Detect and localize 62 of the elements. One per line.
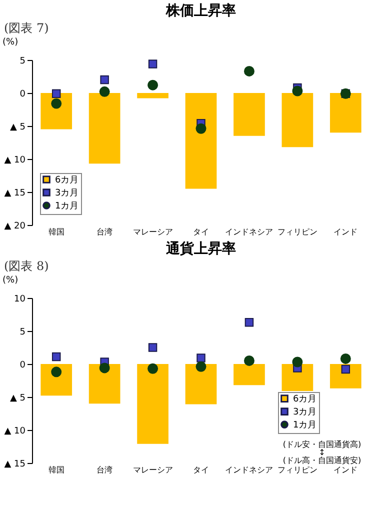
x-tick-label: インドネシア <box>225 466 274 474</box>
y-tick-label: ▲ 5 <box>10 122 26 132</box>
x-tick-label: タイ <box>193 466 209 474</box>
point <box>292 356 303 368</box>
y-axis-title: (%) <box>2 276 18 286</box>
y-tick-label: ▲ 10 <box>4 156 26 166</box>
y-tick-label: 0 <box>20 90 26 100</box>
x-tick-label: フィリピン <box>277 228 318 236</box>
point <box>196 361 206 372</box>
point <box>340 353 351 364</box>
point <box>148 60 158 68</box>
chart-title: 株価上昇率 <box>165 2 236 19</box>
point <box>148 343 158 352</box>
point <box>52 352 61 362</box>
y-tick-label: 10 <box>14 294 26 304</box>
point <box>99 362 110 374</box>
legend-label: 1カ月 <box>293 420 317 431</box>
point <box>148 80 158 90</box>
x-tick-label: インドネシア <box>225 228 274 236</box>
point <box>100 75 109 84</box>
point <box>196 354 206 362</box>
y-tick-label: 0 <box>20 360 26 370</box>
point <box>148 363 158 374</box>
x-tick-label: マレーシア <box>132 228 173 236</box>
x-tick-label: インド <box>334 466 358 474</box>
point <box>196 123 206 134</box>
legend-label: 6カ月 <box>55 176 79 186</box>
x-tick-label: 台湾 <box>96 228 113 236</box>
point <box>99 86 110 97</box>
text: (図表 7) <box>4 21 49 35</box>
text: (図表 8) <box>4 259 49 273</box>
y-tick-label: ▲ 10 <box>4 426 26 436</box>
x-tick-label: 韓国 <box>48 466 64 474</box>
legend-label: 6カ月 <box>293 394 317 405</box>
x-tick-label: マレーシア <box>132 466 173 474</box>
chart-title: 通貨上昇率 <box>165 240 236 257</box>
legend-label: 3カ月 <box>55 188 79 198</box>
x-tick-label: 台湾 <box>96 466 113 474</box>
y-tick-label: ▲ 5 <box>10 394 26 404</box>
point <box>52 89 61 98</box>
point <box>51 98 62 109</box>
annotation: (ドル高・自国通貨安) <box>282 456 362 465</box>
x-tick-label: 韓国 <box>48 228 64 236</box>
point <box>292 86 303 96</box>
x-tick-label: タイ <box>193 228 209 236</box>
annotation: ↕ <box>318 448 326 457</box>
point <box>51 366 62 378</box>
annotation: (ドル安・自国通貨高) <box>282 440 362 449</box>
legend-label: 3カ月 <box>293 408 317 418</box>
legend-label: 1カ月 <box>55 202 79 212</box>
y-tick-label: ▲ 20 <box>4 222 26 232</box>
x-tick-label: フィリピン <box>277 466 318 474</box>
point <box>244 318 254 327</box>
x-tick-label: インド <box>334 228 358 236</box>
y-tick-label: 5 <box>20 328 26 338</box>
point <box>244 66 254 76</box>
y-tick-label: ▲ 15 <box>4 460 26 470</box>
y-tick-label: 5 <box>20 56 26 66</box>
point <box>244 355 254 366</box>
y-axis-title: (%) <box>2 38 18 48</box>
y-tick-label: ▲ 15 <box>4 188 26 198</box>
point <box>341 364 350 374</box>
